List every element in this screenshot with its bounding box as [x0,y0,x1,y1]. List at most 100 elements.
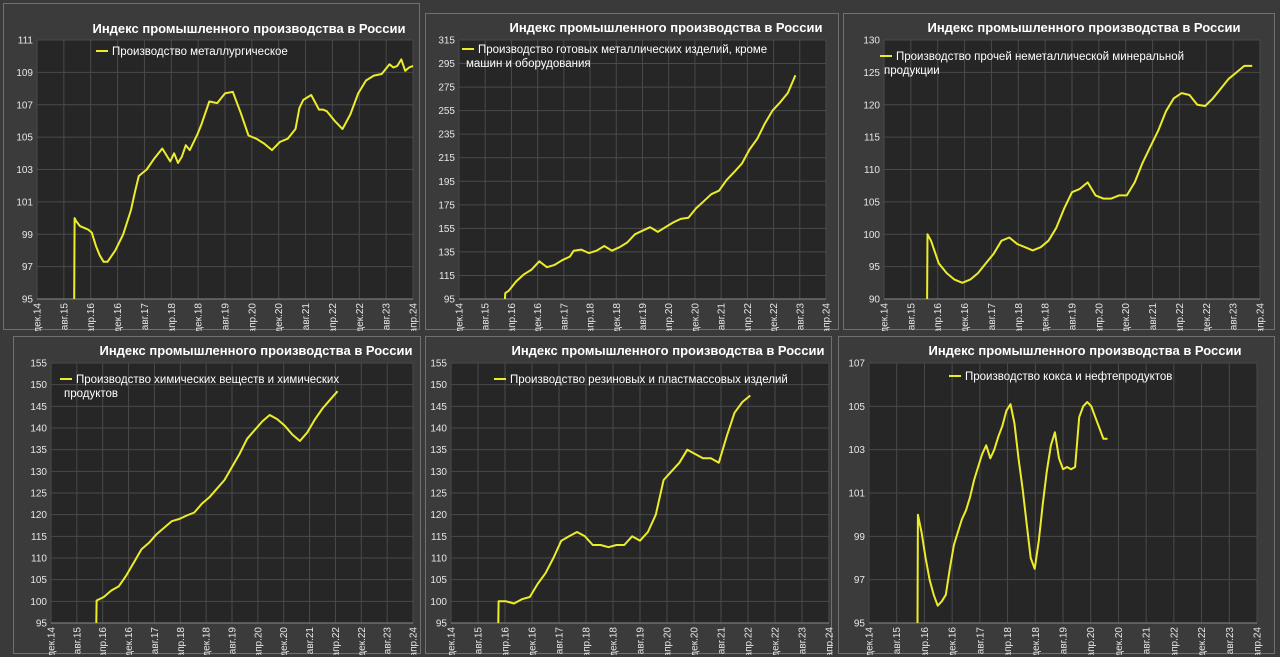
legend-line: Производство прочей неметаллической мине… [896,51,1184,63]
y-tick-label: 130 [30,467,47,478]
x-tick-label: дек.18 [202,627,213,655]
chart-title: Индекс промышленного производства в Росс… [99,343,412,358]
x-tick-label: дек.22 [357,627,368,655]
y-tick-label: 105 [16,133,33,144]
y-tick-label: 150 [430,380,447,391]
x-tick-label: дек.18 [609,627,620,655]
y-tick-label: 120 [863,100,880,111]
x-tick-label: дек.22 [1197,627,1208,655]
chart-title: Индекс промышленного производства в Росс… [509,20,822,35]
x-tick-label: авг.19 [228,627,239,655]
x-tick-label: авг.17 [140,303,151,331]
x-tick-label: дек.20 [274,303,285,331]
series-line [916,401,1108,624]
legend-line: продуктов [64,388,118,400]
x-tick-label: апр.22 [331,627,342,655]
x-tick-label: авг.23 [1225,627,1236,655]
y-tick-label: 155 [30,359,47,370]
x-tick-label: апр.18 [586,303,597,331]
x-tick-label: дек.16 [124,627,135,655]
chart-svg: 95 97 99 101 103 105 107 дек.14 авг.15 апр.16 дек.… [848,343,1264,655]
y-tick-label: 95 [854,619,866,630]
x-tick-label: авг.17 [150,627,161,655]
x-tick-label: апр.16 [920,627,931,655]
x-tick-label: авг.19 [1059,627,1070,655]
legend-line: машин и оборудования [466,58,591,70]
x-tick-label: апр.24 [825,627,834,655]
x-tick-label: дек.20 [279,627,290,655]
x-tick-label: авг.21 [301,303,312,331]
y-tick-label: 115 [864,133,880,144]
chart-panel-metallurgy: 95 97 99 101 103 105 107 109 111 дек.14 авг.15 апр.… [3,3,420,331]
y-tick-label: 125 [30,489,47,500]
x-tick-label: апр.16 [501,627,512,655]
x-tick-label: дек.22 [771,627,782,655]
y-tick-label: 99 [22,230,34,241]
y-tick-label: 255 [438,106,455,117]
x-tick-label: авг.15 [59,303,70,331]
x-tick-label: дек.20 [690,303,701,331]
chart-panel-coke-petroleum: 95 97 99 101 103 105 107 дек.14 авг.15 апр.16 дек.… [838,336,1275,655]
y-tick-label: 105 [863,197,880,208]
chart-title: Индекс промышленного производства в Росс… [928,343,1241,358]
x-tick-label: дек.14 [33,303,44,331]
x-tick-label: дек.18 [1031,627,1042,655]
series-line [497,394,751,624]
legend-label: Производство прочей неметаллической мине… [884,51,1184,77]
y-tick-label: 111 [18,36,34,47]
y-tick-label: 109 [16,68,33,79]
x-tick-label: дек.16 [960,303,971,331]
x-tick-label: апр.18 [582,627,593,655]
y-tick-label: 140 [30,424,47,435]
x-tick-label: апр.20 [247,303,258,331]
y-tick-label: 97 [854,575,866,586]
x-tick-label: авг.21 [717,627,728,655]
y-tick-label: 105 [848,402,865,413]
y-tick-label: 120 [430,510,447,521]
y-tick-label: 100 [30,597,47,608]
legend-label: Производство резиновых и пластмассовых и… [510,374,788,386]
x-tick-label: дек.16 [533,303,544,331]
x-tick-label: апр.24 [1253,627,1264,655]
x-tick-label: апр.20 [1086,627,1097,655]
y-tick-label: 275 [438,83,455,94]
y-tick-label: 103 [16,165,33,176]
y-tick-label: 95 [22,295,34,306]
chart-svg: 95 97 99 101 103 105 107 109 111 дек.14 авг.15 апр.… [16,21,420,331]
x-tick-label: дек.18 [1041,303,1052,331]
y-tick-label: 110 [864,165,880,176]
y-tick-label: 140 [430,424,447,435]
x-tick-label: апр.24 [409,303,420,331]
x-tick-label: дек.14 [865,627,876,655]
legend-line: Производство химических веществ и химиче… [76,374,339,386]
x-tick-label: апр.18 [1003,627,1014,655]
x-tick-label: дек.22 [355,303,366,331]
chart-title: Индекс промышленного производства в Росс… [92,21,405,36]
legend-line: Производство резиновых и пластмассовых и… [510,374,788,386]
y-tick-label: 135 [30,445,47,456]
x-tick-label: дек.16 [113,303,124,331]
y-tick-label: 105 [30,575,47,586]
legend-label: Производство готовых металлических издел… [466,44,767,70]
y-tick-label: 155 [430,359,447,370]
y-tick-label: 145 [430,402,447,413]
x-tick-label: авг.23 [798,627,809,655]
series-line [73,58,414,300]
chart-svg: 90 95 100 105 110 115 120 125 130 дек.14 авг.15 апр… [863,20,1266,331]
x-tick-label: апр.22 [1169,627,1180,655]
chart-svg: 95 100 105 110 115 120 125 130 135 140 145 150 155 де… [30,343,419,655]
x-tick-label: авг.19 [221,303,232,331]
y-tick-label: 95 [869,262,881,273]
x-tick-label: апр.20 [253,627,264,655]
y-tick-label: 115 [439,271,455,282]
chart-panel-nonmetal-minerals: 90 95 100 105 110 115 120 125 130 дек.14 авг.15 апр… [843,13,1275,331]
x-tick-label: дек.20 [1114,627,1125,655]
x-tick-label: авг.23 [795,303,806,331]
y-tick-label: 95 [444,295,456,306]
x-tick-label: апр.24 [822,303,833,331]
y-tick-label: 107 [848,359,865,370]
y-tick-label: 135 [430,445,447,456]
chart-panel-chemicals: 95 100 105 110 115 120 125 130 135 140 145 150 155 де… [13,336,421,655]
y-tick-label: 97 [22,262,34,273]
x-tick-label: дек.14 [47,627,58,655]
